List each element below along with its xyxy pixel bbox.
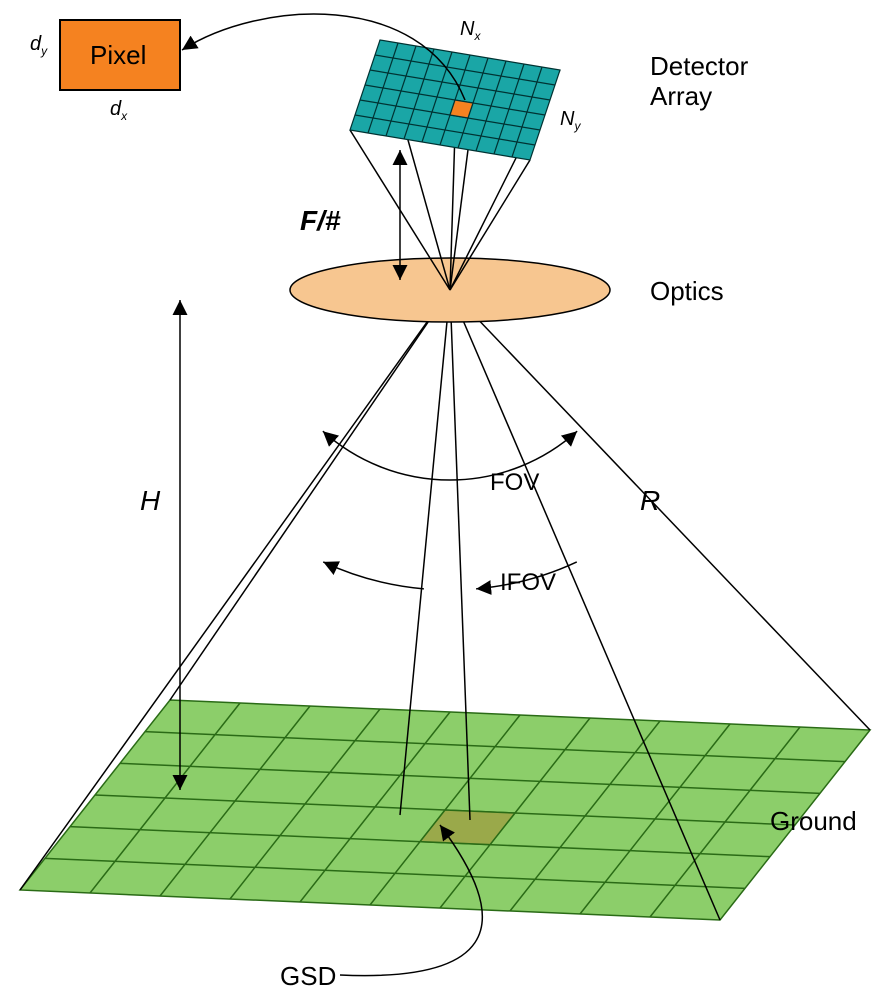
optics-label: Optics (650, 276, 724, 306)
ground-grid (20, 700, 870, 920)
pixel-box-label: Pixel (90, 40, 146, 70)
detector-array (350, 40, 560, 160)
detector-label: DetectorArray (650, 51, 749, 111)
dx-label: dx (110, 98, 128, 123)
ifov-arc-left (323, 562, 424, 589)
ifov-label: IFOV (500, 569, 556, 596)
nx-label: Nx (460, 18, 481, 43)
gsd-label: GSD (280, 961, 336, 991)
dy-label: dy (30, 33, 48, 58)
ny-label: Ny (560, 108, 581, 133)
r-label: R (640, 485, 660, 516)
ground-label: Ground (770, 806, 857, 836)
fnumber-label: F/# (300, 205, 341, 236)
h-label: H (140, 485, 161, 516)
fov-label: FOV (490, 469, 539, 496)
